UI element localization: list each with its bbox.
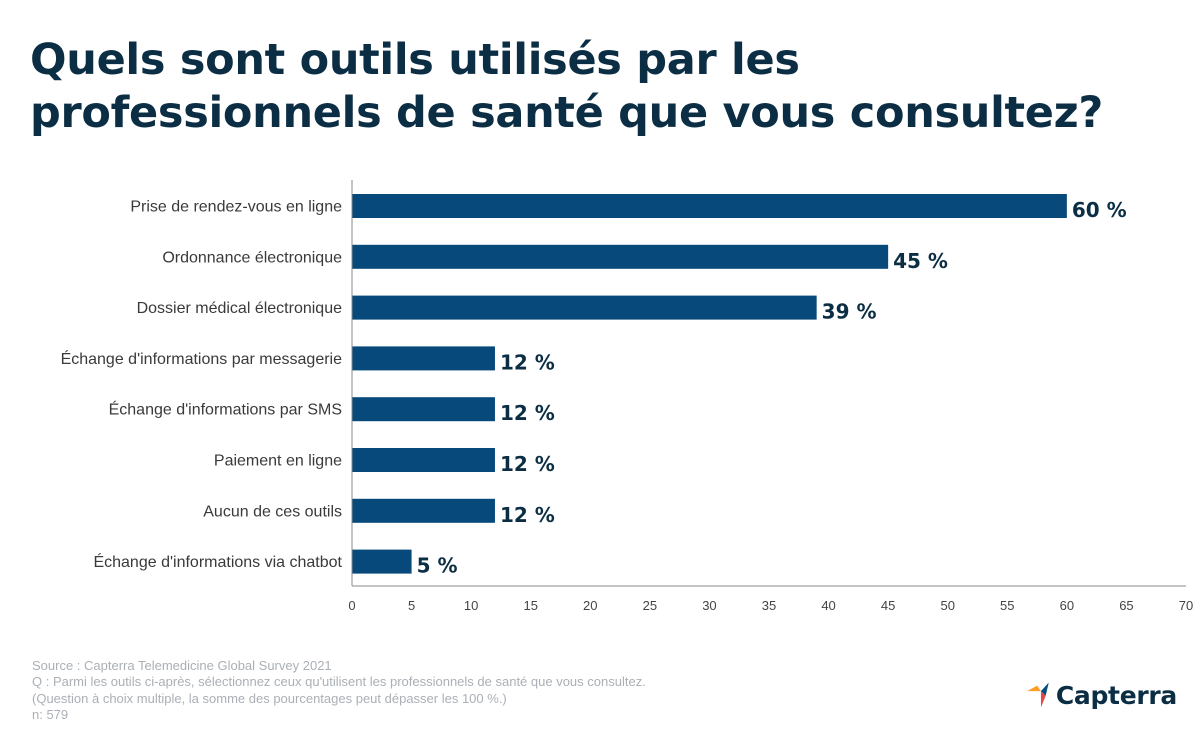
x-tick-label-4: 20 [583,598,597,613]
value-label-6: 12 % [500,503,555,527]
category-label-1: Ordonnance électronique [162,249,342,266]
x-tick-label-9: 45 [881,598,895,613]
x-tick-label-1: 5 [408,598,415,613]
capterra-logo: Capterra [1027,675,1177,715]
value-label-0: 60 % [1072,198,1127,222]
category-label-5: Paiement en ligne [214,453,342,470]
bar-3 [352,346,495,371]
bar-1 [352,244,889,269]
bar-4 [352,397,495,422]
value-label-2: 39 % [822,300,877,324]
bar-chart: 0 5 10 15 20 25 30 35 40 45 50 55 60 65 70 Prise de re… [61,180,1193,613]
value-label-4: 12 % [500,401,555,425]
capterra-arrow-icon [1027,682,1049,708]
question-note: Q : Parmi les outils ci-après, sélection… [32,674,646,690]
value-label-1: 45 % [893,249,948,273]
x-tick-label-10: 50 [940,598,954,613]
category-label-2: Dossier médical électronique [137,300,343,317]
value-label-5: 12 % [500,452,555,476]
x-tick-label-6: 30 [702,598,716,613]
value-labels-layer: 60 % 45 % 39 % 12 % 12 % 12 % 12 % 5 % [417,198,1127,578]
category-label-0: Prise de rendez-vous en ligne [130,199,342,216]
x-tick-label-2: 10 [464,598,478,613]
x-tick-label-13: 65 [1119,598,1133,613]
chart-title: Quels sont outils utilisés par les profe… [30,34,1170,140]
brand-name: Capterra [1055,680,1177,710]
x-tick-label-8: 40 [821,598,835,613]
value-label-7: 5 % [417,554,458,578]
multiple-choice-note: (Question à choix multiple, la somme des… [32,690,507,706]
category-label-6: Aucun de ces outils [203,503,342,520]
bar-7 [352,549,412,574]
x-tick-label-7: 35 [762,598,776,613]
category-label-7: Échange d'informations via chatbot [93,552,342,571]
sample-size: n: 579 [32,706,69,722]
bars-layer [352,194,1067,574]
x-tick-label-11: 55 [1000,598,1014,613]
category-label-4: Échange d'informations par SMS [109,400,342,419]
source-note: Source : Capterra Telemedicine Global Su… [32,658,332,673]
title-line-2: professionnels de santé que vous consult… [30,88,1104,138]
x-tick-label-14: 70 [1179,598,1193,613]
category-label-3: Échange d'informations par messagerie [61,349,343,368]
x-tick-label-3: 15 [523,598,537,613]
chart-footer: Source : Capterra Telemedicine Global Su… [32,658,832,723]
x-tick-label-0: 0 [348,598,355,613]
x-tick-label-12: 60 [1060,598,1074,613]
value-label-3: 12 % [500,350,555,374]
bar-5 [352,448,495,472]
x-ticks-layer: 0 5 10 15 20 25 30 35 40 45 50 55 60 65 70 [348,598,1193,613]
bar-2 [352,295,817,320]
title-line-1: Quels sont outils utilisés par les [30,35,800,85]
category-labels-layer: Prise de rendez-vous en ligne Ordonnance … [61,199,343,572]
bar-6 [352,498,495,523]
x-tick-label-5: 25 [643,598,657,613]
bar-0 [352,194,1067,218]
